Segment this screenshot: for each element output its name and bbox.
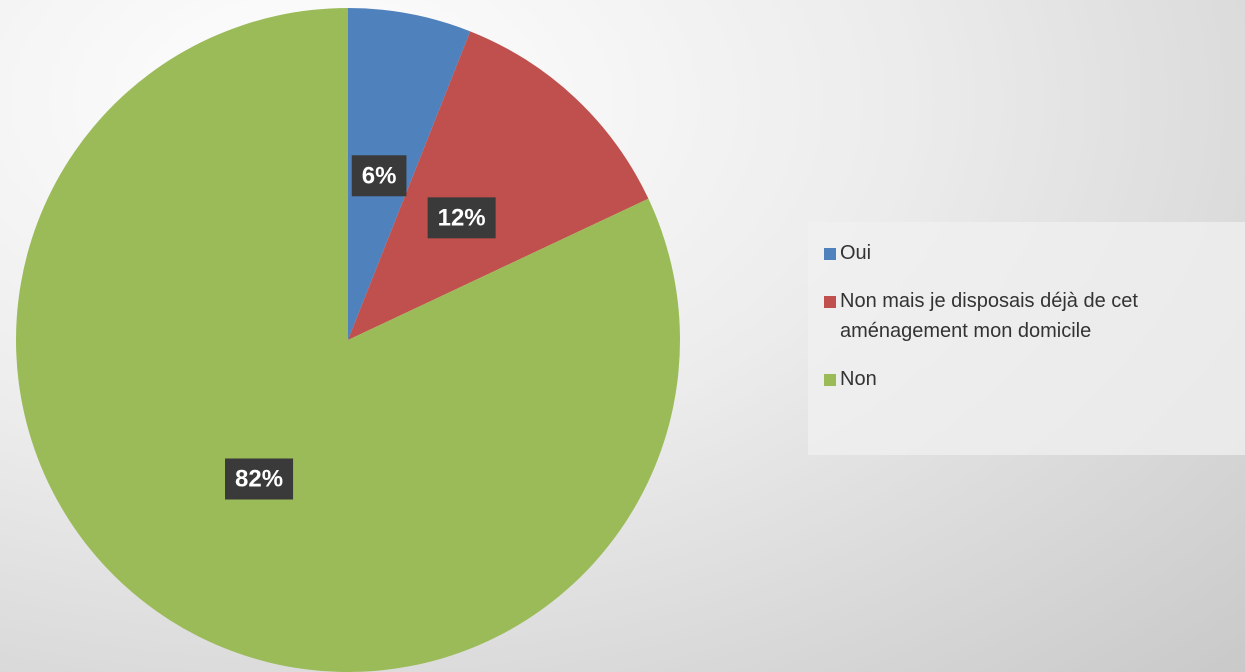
data-label: 82%	[235, 466, 283, 493]
data-label: 6%	[362, 162, 397, 189]
data-label-box	[351, 155, 407, 197]
data-label-box	[225, 458, 294, 500]
pie-slice	[16, 8, 680, 672]
legend-swatch	[824, 296, 836, 308]
legend-entry: Non mais je disposais déjà de cet aménag…	[824, 286, 1245, 346]
legend-swatch	[824, 374, 836, 386]
pie-slice	[348, 31, 649, 340]
legend: Oui Non mais je disposais déjà de cet amé…	[808, 222, 1245, 455]
legend-label: Oui	[840, 242, 872, 264]
data-label-box	[427, 197, 496, 239]
legend-label: Non mais je disposais déjà de cet aménag…	[840, 290, 1138, 342]
legend-swatch	[824, 248, 836, 260]
legend-entry: Non	[824, 364, 1245, 394]
legend-label: Non	[840, 368, 877, 390]
data-label: 12%	[438, 204, 486, 231]
pie-slice	[348, 8, 471, 340]
legend-entry: Oui	[824, 238, 1245, 268]
